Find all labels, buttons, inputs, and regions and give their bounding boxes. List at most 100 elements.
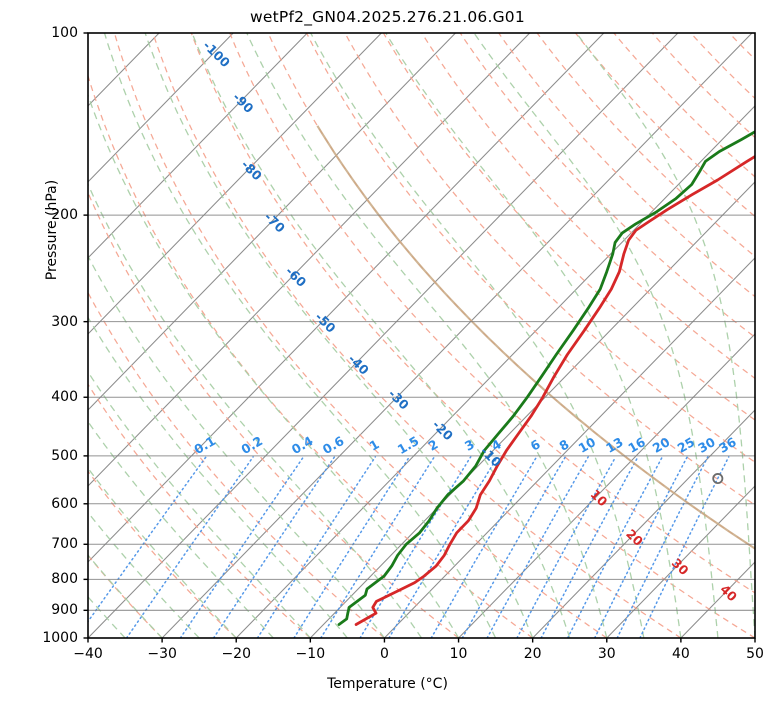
isotherm-label: -50: [312, 309, 339, 336]
dry-adiabat-line: [88, 291, 385, 638]
mixing-ratio-label: 0.4: [289, 433, 316, 457]
x-tick-label: 50: [746, 646, 764, 662]
mixing-ratio-label: 36: [716, 434, 739, 456]
parcel-marker: [712, 473, 724, 485]
moist-adiabat-line: [88, 316, 348, 638]
mixing-ratio-label: 6: [528, 436, 543, 453]
dry-adiabat-line: [497, 33, 755, 298]
x-tick-label: 20: [523, 646, 542, 662]
isotherm-label: -100: [200, 38, 233, 71]
mixing-ratio-line: [593, 456, 688, 638]
x-tick-label: 10: [449, 646, 468, 662]
mixing-ratio-label: 25: [675, 434, 698, 456]
moist-adiabat-line: [144, 33, 534, 638]
moist-adiabat-line: [473, 33, 719, 638]
mixing-ratio-line: [212, 456, 336, 638]
dry-adiabat-line: [190, 33, 755, 638]
x-tick-label: −20: [221, 646, 251, 662]
mixing-ratio-line: [388, 456, 499, 638]
mixing-ratio-label: 16: [625, 434, 648, 456]
mixing-ratio-label: 1.5: [395, 433, 422, 457]
dry-adiabat-line: [767, 33, 775, 346]
mixing-ratio-line: [516, 456, 617, 638]
isotherm-label: -40: [345, 351, 372, 378]
y-tick-label: 900: [51, 602, 78, 619]
isotherm-label: 20: [623, 526, 646, 549]
isotherm-label: -30: [385, 386, 412, 413]
isotherm-line: [754, 637, 755, 638]
y-tick-label: 100: [51, 25, 78, 41]
isotherm-line: [606, 485, 755, 638]
moist-adiabat-line: [309, 33, 645, 638]
y-tick-label: 400: [51, 389, 78, 406]
mixing-ratio-line: [639, 456, 730, 638]
y-tick-label: 1000: [42, 630, 78, 646]
isotherm-label: -90: [230, 89, 257, 116]
moist-adiabat-line: [88, 182, 423, 638]
x-tick-label: −30: [147, 646, 177, 662]
dry-adiabat-line: [305, 33, 755, 506]
moist-adiabat-line: [88, 467, 237, 638]
temperature-profile-line: [354, 154, 755, 626]
y-tick-label: 700: [51, 536, 78, 553]
isotherm-label: 40: [717, 582, 740, 605]
isotherm-line: [88, 33, 234, 183]
chart-title: wetPf2_GN04.2025.276.21.06.G01: [250, 8, 525, 26]
plot-frame: [87, 32, 756, 639]
dry-adiabat-line: [88, 73, 534, 638]
mixing-ratio-label: 2: [425, 436, 440, 453]
mixing-ratio-line: [320, 456, 436, 638]
mixing-ratio-line: [179, 456, 305, 638]
mixing-ratio-label: 20: [650, 434, 673, 456]
dry-adiabat-line: [113, 33, 608, 638]
y-tick-label: 200: [51, 207, 78, 224]
mixing-ratio-line: [461, 456, 567, 638]
isotherm-line: [235, 105, 755, 638]
isotherm-line: [88, 33, 382, 335]
isotherm-line: [88, 33, 308, 259]
isotherm-line: [161, 33, 753, 638]
isotherm-line: [532, 409, 755, 638]
dry-adiabat-line: [382, 33, 755, 421]
dry-adiabat-line: [88, 470, 237, 638]
plot-lines: -100-90-80-70-60-50-40-30-20-10102030400…: [88, 33, 775, 638]
isotherm-line: [88, 33, 456, 411]
dry-adiabat-line: [536, 33, 755, 258]
y-tick-label: 600: [51, 495, 78, 512]
moist-adiabat-line: [88, 93, 460, 638]
mixing-ratio-label: 0.1: [191, 433, 218, 457]
isotherm-label: 30: [669, 555, 692, 578]
mixing-ratio-label: 30: [695, 434, 718, 456]
moist-adiabat-line: [246, 33, 608, 638]
reference-curve: [316, 125, 755, 550]
x-axis-label: Temperature (°C): [327, 676, 448, 692]
moist-adiabat-line: [88, 370, 311, 638]
dry-adiabat-line: [267, 33, 755, 550]
dry-adiabat-line: [574, 33, 755, 218]
isotherm-line: [309, 181, 755, 638]
dry-adiabat-line: [229, 33, 755, 594]
x-tick-label: 0: [379, 646, 389, 662]
moist-adiabat-line: [88, 254, 385, 638]
isotherm-label: -70: [261, 209, 288, 236]
isotherm-line: [88, 33, 531, 487]
mixing-ratio-line: [616, 456, 709, 638]
moist-adiabat-line: [103, 33, 497, 638]
mixing-ratio-line: [88, 456, 207, 623]
mixing-ratio-line: [486, 456, 589, 638]
moist-adiabat-line: [88, 511, 200, 638]
isotherm-label: -80: [238, 157, 265, 184]
mixing-ratio-line: [256, 456, 377, 638]
moist-adiabat-line: [384, 33, 682, 638]
x-tick-label: 30: [597, 646, 616, 662]
dry-adiabat-line: [421, 33, 755, 380]
isotherm-line: [88, 33, 679, 638]
mixing-ratio-label: 1: [367, 436, 382, 453]
y-tick-label: 300: [51, 313, 78, 330]
dewpoint-profile-line: [337, 130, 755, 626]
isotherm-line: [458, 333, 755, 638]
mixing-ratio-line: [125, 456, 254, 638]
y-tick-label: 500: [51, 447, 78, 464]
